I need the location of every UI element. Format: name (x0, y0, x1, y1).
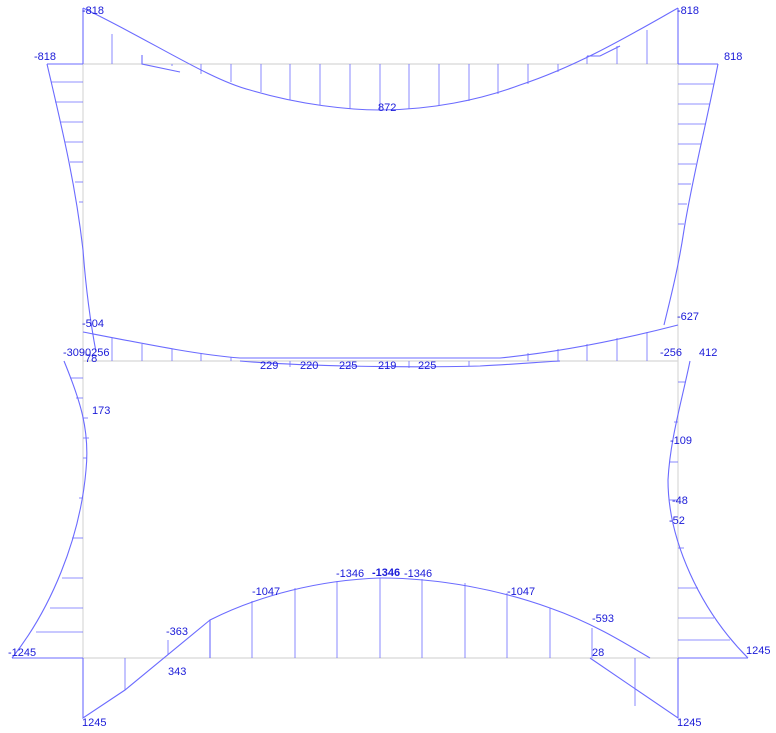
label-mid-beam-5: 225 (418, 360, 436, 372)
label-bottom-peak-left: -1047 (252, 586, 280, 598)
top-beam-hatch (111, 30, 648, 110)
label-mid-beam-3: 225 (339, 360, 357, 372)
label-bottom-peak-right: -1047 (507, 586, 535, 598)
label-mid-right-column: 412 (699, 347, 717, 359)
label-top-left-column-end: -818 (82, 5, 104, 17)
left-column-upper-hatch (51, 81, 83, 203)
label-mid-beam-4: 219 (378, 360, 396, 372)
label-right-lower-3: -52 (669, 515, 685, 527)
middle-beam-lower-curve (239, 360, 561, 368)
middle-beam-diagram (82, 324, 679, 368)
label-mid-beam-2: 220 (300, 360, 318, 372)
right-column-lower-diagram (667, 360, 749, 659)
label-bottom-right-lower: 28 (592, 647, 604, 659)
label-bottom-right-end: 1245 (746, 645, 770, 657)
label-right-lower-2: -48 (672, 495, 688, 507)
label-bottom-top-left: -1346 (336, 568, 364, 580)
right-column-lower-curve (667, 360, 749, 659)
label-bottom-right-base: 1245 (677, 717, 701, 729)
label-bottom-left-lower: 343 (168, 666, 186, 678)
top-beam-curve (82, 7, 679, 111)
label-mid-right-upper: -627 (677, 311, 699, 323)
label-bottom-left-base: 1245 (82, 717, 106, 729)
label-bottom-top-cluster: -1346 (372, 567, 400, 579)
left-column-lower-diagram (11, 360, 89, 659)
label-mid-left-small: 78 (85, 353, 97, 365)
bottom-beam-right-lower (589, 657, 679, 720)
top-beam-diagram (82, 7, 679, 111)
bottom-beam-upper-curve (209, 577, 651, 659)
middle-beam-hatch (111, 332, 648, 368)
left-column-upper-curve (46, 63, 97, 353)
right-column-upper-curve (663, 63, 719, 326)
label-mid-right-lower: -256 (660, 347, 682, 359)
label-top-left-beam-end: -818 (34, 51, 56, 63)
label-bottom-right-upper: -593 (592, 613, 614, 625)
bottom-beam-diagram (82, 577, 679, 720)
right-column-lower-hatch (669, 381, 730, 641)
label-bottom-top-right: -1346 (404, 568, 432, 580)
label-mid-left-cluster: -3090256 (63, 347, 110, 359)
bottom-beam-left-lower (82, 619, 211, 720)
label-bottom-left-end: -1245 (8, 647, 36, 659)
labels: -818 -818 -818 818 872 -504 -3090256 78 … (8, 5, 770, 729)
right-column-upper-diagram (663, 63, 719, 326)
label-right-lower-1: -109 (670, 435, 692, 447)
frame (82, 63, 679, 659)
left-column-upper-diagram (46, 63, 97, 353)
right-column-upper-hatch (678, 83, 714, 225)
label-top-right-column-end: -818 (677, 5, 699, 17)
bottom-beam-hatch (124, 578, 636, 706)
left-column-lower-curve (11, 360, 88, 659)
left-column-lower-hatch (36, 377, 89, 633)
label-left-lower-column: 173 (92, 405, 110, 417)
label-mid-beam-1: 229 (260, 360, 278, 372)
label-top-right-beam-end: 818 (724, 51, 742, 63)
middle-beam-upper-curve (82, 324, 679, 359)
top-beam-left-detail (141, 55, 181, 73)
label-top-beam-mid: 872 (378, 102, 396, 114)
label-mid-left-upper: -504 (82, 318, 104, 330)
label-bottom-left-upper: -363 (166, 626, 188, 638)
top-beam-right-detail (587, 45, 621, 57)
